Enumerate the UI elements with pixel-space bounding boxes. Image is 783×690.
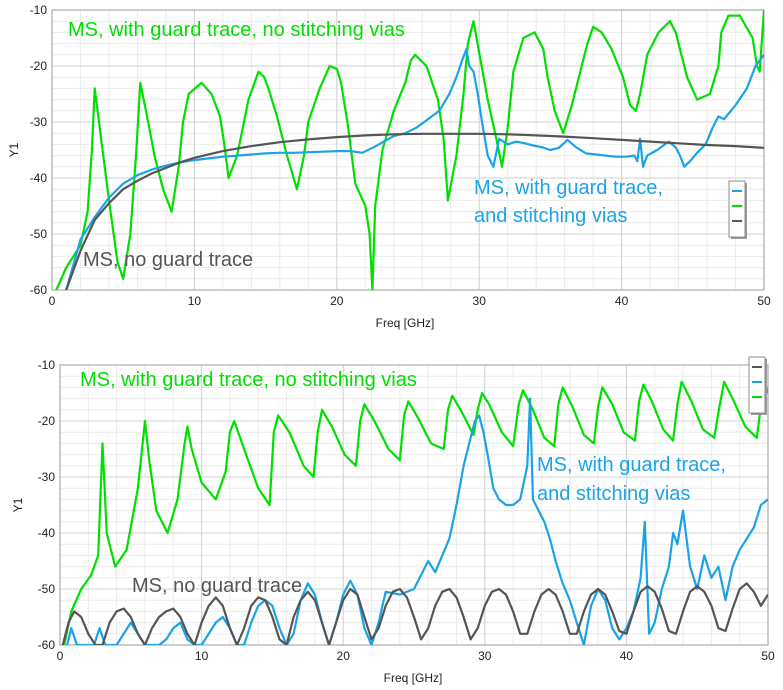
legend — [728, 180, 747, 239]
x-tick-label: 40 — [620, 649, 634, 663]
bottom-chart: 0 10 20 30 40 50 -60 -50 -40 -30 -20 -10 Freq [GHz] Y… — [11, 356, 775, 685]
y-tick-label: -10 — [30, 3, 48, 17]
annotation-label: MS, with guard trace, no stitching vias — [80, 369, 417, 391]
plot-frame — [51, 9, 765, 291]
x-tick-label: 20 — [330, 294, 344, 308]
y-tick-label: -30 — [38, 470, 56, 484]
y-tick-label: -60 — [30, 283, 48, 297]
series-line-1 — [66, 397, 768, 645]
x-tick-label: 10 — [188, 294, 202, 308]
legend — [748, 356, 767, 415]
series-line-2 — [65, 132, 764, 290]
plot-area — [52, 10, 764, 290]
x-axis-label: Freq [GHz] — [376, 316, 435, 330]
plot-area — [60, 365, 768, 645]
series-line-1 — [65, 48, 764, 290]
y-tick-label: -50 — [38, 582, 56, 596]
annotation-label: MS, no guard trace — [132, 575, 302, 597]
annotation-label: MS, with guard trace, — [474, 177, 663, 199]
plot-frame — [59, 364, 769, 646]
series-line-0 — [55, 10, 764, 290]
y-tick-label: -50 — [30, 227, 48, 241]
x-tick-label: 50 — [761, 649, 775, 663]
y-tick-label: -40 — [30, 171, 48, 185]
legend-box — [728, 180, 746, 238]
y-tick-label: -60 — [38, 638, 56, 652]
annotation-label: MS, with guard trace, — [537, 454, 726, 476]
top-chart: 0 10 20 30 40 50 -60 -50 -40 -30 -20 -10 Freq [GHz] Y… — [7, 3, 771, 330]
y-tick-label: -20 — [30, 59, 48, 73]
series-line-0 — [63, 380, 768, 645]
y-tick-label: -30 — [30, 115, 48, 129]
x-tick-label: 0 — [49, 294, 56, 308]
y-axis-label: Y1 — [11, 497, 25, 512]
panel-divider — [0, 335, 783, 345]
x-tick-label: 50 — [757, 294, 771, 308]
annotation-label: MS, with guard trace, no stitching vias — [68, 19, 405, 41]
annotation-label: and stitching vias — [537, 483, 690, 505]
series-line-2 — [61, 582, 768, 645]
x-tick-label: 40 — [615, 294, 629, 308]
bottom-chart-panel: 0 10 20 30 40 50 -60 -50 -40 -30 -20 -10 Freq [GHz] Y… — [0, 347, 783, 685]
top-chart-panel: 0 10 20 30 40 50 -60 -50 -40 -30 -20 -10 Freq [GHz] Y… — [0, 0, 783, 333]
annotation-label: MS, no guard trace — [83, 249, 253, 271]
x-axis-label: Freq [GHz] — [384, 671, 443, 685]
x-tick-label: 30 — [473, 294, 487, 308]
x-tick-label: 10 — [195, 649, 209, 663]
x-tick-label: 30 — [478, 649, 492, 663]
x-tick-label: 20 — [337, 649, 351, 663]
x-tick-label: 0 — [57, 649, 64, 663]
annotation-label: and stitching vias — [474, 205, 627, 227]
y-tick-label: -40 — [38, 526, 56, 540]
y-tick-label: -20 — [38, 414, 56, 428]
y-axis-label: Y1 — [7, 142, 21, 157]
y-tick-label: -10 — [38, 358, 56, 372]
legend-box — [748, 356, 766, 414]
